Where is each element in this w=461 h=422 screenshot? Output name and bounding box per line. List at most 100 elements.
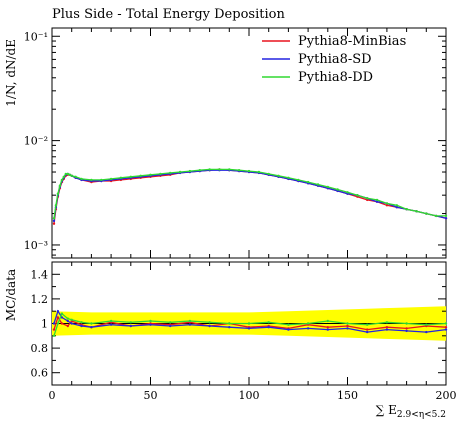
- main-y-tick-label: 10⁻¹: [24, 30, 48, 43]
- ratio-data-point-pythia8-minbias: [346, 324, 349, 328]
- ratio-data-point-pythia8-dd: [129, 321, 132, 324]
- ratio-data-point-pythia8-sd: [267, 326, 270, 329]
- main-data-point-pythia8-dd: [119, 176, 123, 179]
- ratio-data-point-pythia8-sd: [385, 328, 389, 331]
- main-y-axis-label: 1/N, dN/dE: [4, 39, 18, 107]
- ratio-data-point-pythia8-dd: [444, 322, 448, 325]
- x-axis-label: ∑ E2.9<η<5.2: [376, 403, 446, 420]
- ratio-data-point-pythia8-dd: [208, 321, 211, 324]
- x-tick-label: 0: [49, 389, 56, 402]
- ratio-data-point-pythia8-dd: [405, 322, 408, 325]
- main-data-point-pythia8-dd: [159, 172, 162, 176]
- ratio-data-point-pythia8-sd: [425, 330, 428, 334]
- ratio-data-point-pythia8-dd: [60, 312, 64, 315]
- x-axis-label-main: ∑ E: [376, 403, 397, 417]
- ratio-data-point-pythia8-sd: [346, 327, 349, 330]
- ratio-data-point-pythia8-dd: [169, 321, 172, 324]
- ratio-y-axis-label: MC/data: [4, 269, 18, 321]
- main-data-point-pythia8-dd: [366, 197, 369, 200]
- main-series-line-pythia8-dd: [53, 168, 446, 219]
- main-data-point-pythia8-dd: [80, 177, 83, 181]
- x-tick-label: 50: [144, 389, 158, 402]
- main-data-point-pythia8-dd: [444, 214, 448, 218]
- main-data-point-pythia8-minbias: [52, 222, 56, 225]
- ratio-data-point-pythia8-dd: [228, 322, 231, 325]
- ratio-data-point-pythia8-dd: [188, 319, 192, 323]
- main-data-point-pythia8-dd: [149, 173, 152, 176]
- main-data-point-pythia8-dd: [356, 194, 359, 197]
- main-series-line-pythia8-minbias: [53, 168, 447, 224]
- ratio-data-point-pythia8-dd: [346, 322, 349, 325]
- legend-label-pythia8-minbias: Pythia8-MinBias: [298, 34, 406, 49]
- main-data-point-pythia8-dd: [306, 180, 310, 184]
- main-data-point-pythia8-dd: [208, 168, 211, 171]
- main-data-point-pythia8-dd: [237, 169, 241, 172]
- main-data-point-pythia8-dd: [60, 178, 64, 182]
- ratio-data-point-pythia8-dd: [287, 323, 290, 326]
- ratio-data-point-pythia8-minbias: [444, 326, 448, 329]
- main-data-point-pythia8-dd: [169, 171, 172, 175]
- main-data-point-pythia8-minbias: [385, 204, 389, 207]
- ratio-data-point-pythia8-dd: [425, 323, 428, 326]
- main-x-ticks: [51, 28, 447, 258]
- main-data-point-pythia8-dd: [385, 202, 389, 205]
- main-panel: 10⁻¹10⁻²10⁻³ 1/N, dN/dE Pythia8-MinBiasP…: [4, 27, 448, 259]
- main-data-point-pythia8-dd: [405, 208, 408, 211]
- x-tick-label: 200: [436, 389, 457, 402]
- main-data-point-pythia8-dd: [109, 177, 113, 181]
- ratio-data-point-pythia8-dd: [56, 322, 60, 325]
- ratio-x-ticks: 0 50 100 150 200: [49, 262, 457, 402]
- main-data-point-pythia8-dd: [326, 185, 329, 189]
- main-y-tick-label: 10⁻³: [24, 239, 48, 252]
- ratio-data-point-pythia8-sd: [444, 328, 448, 331]
- ratio-data-point-pythia8-sd: [66, 319, 70, 323]
- ratio-data-point-pythia8-sd: [208, 324, 211, 328]
- ratio-series-group: [52, 309, 448, 337]
- ratio-data-point-pythia8-sd: [149, 323, 152, 326]
- ratio-data-point-pythia8-minbias: [326, 326, 329, 329]
- main-data-point-pythia8-dd: [346, 191, 349, 194]
- main-data-point-pythia8-dd: [58, 184, 62, 187]
- ratio-data-point-pythia8-sd: [129, 324, 132, 328]
- ratio-data-point-pythia8-minbias: [385, 326, 389, 329]
- main-data-point-pythia8-dd: [277, 174, 280, 177]
- ratio-data-point-pythia8-dd: [109, 319, 113, 323]
- ratio-data-point-pythia8-minbias: [66, 324, 70, 328]
- main-y-tick-label: 10⁻²: [24, 135, 48, 148]
- main-data-point-pythia8-dd: [257, 170, 261, 174]
- ratio-data-point-pythia8-sd: [56, 310, 60, 313]
- ratio-data-point-pythia8-sd: [405, 329, 408, 333]
- main-data-point-pythia8-dd: [395, 204, 398, 207]
- ratio-data-point-pythia8-minbias: [405, 327, 408, 330]
- main-data-point-pythia8-dd: [70, 174, 73, 177]
- ratio-data-point-pythia8-dd: [52, 334, 56, 337]
- ratio-data-point-pythia8-sd: [247, 327, 251, 330]
- ratio-data-point-pythia8-sd: [287, 328, 290, 331]
- main-series-line-pythia8-sd: [53, 169, 447, 221]
- main-data-point-pythia8-dd: [425, 212, 428, 215]
- ratio-data-point-pythia8-dd: [80, 321, 83, 324]
- ratio-data-point-pythia8-dd: [385, 321, 389, 324]
- main-data-point-pythia8-dd: [66, 172, 70, 176]
- main-data-point-pythia8-dd: [375, 198, 379, 202]
- main-data-point-pythia8-dd: [62, 175, 65, 178]
- main-plot-frame: [51, 27, 447, 259]
- ratio-data-point-pythia8-sd: [228, 326, 231, 329]
- main-data-point-pythia8-dd: [52, 217, 56, 220]
- ratio-data-point-pythia8-sd: [109, 323, 113, 326]
- x-axis-label-subscript: 2.9<η<5.2: [397, 410, 446, 420]
- ratio-data-point-pythia8-sd: [169, 324, 172, 328]
- main-data-point-pythia8-dd: [415, 210, 418, 213]
- main-data-point-pythia8-dd: [316, 183, 320, 186]
- ratio-data-point-pythia8-dd: [90, 322, 93, 325]
- x-tick-label: 100: [239, 389, 260, 402]
- ratio-y-tick-label: 0.6: [31, 367, 49, 380]
- main-data-point-pythia8-dd: [90, 178, 93, 182]
- main-data-point-pythia8-dd: [218, 168, 221, 171]
- ratio-data-point-pythia8-dd: [247, 322, 251, 325]
- chart-title: Plus Side - Total Energy Deposition: [52, 7, 285, 22]
- ratio-data-point-pythia8-minbias: [52, 328, 56, 331]
- ratio-data-point-pythia8-sd: [326, 328, 329, 331]
- main-data-point-pythia8-dd: [228, 168, 231, 171]
- main-data-point-pythia8-dd: [188, 169, 192, 173]
